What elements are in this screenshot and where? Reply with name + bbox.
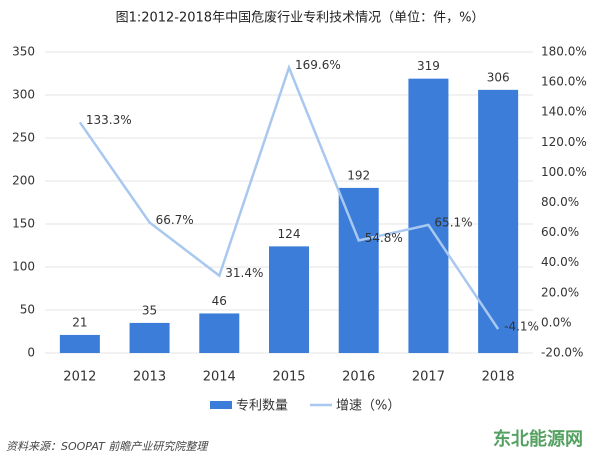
x-tick-label: 2015 (272, 370, 305, 385)
x-tick-label: 2018 (482, 370, 515, 385)
bar-label: 192 (347, 168, 370, 182)
y-tick-label: 300 (12, 88, 35, 102)
x-tick-label: 2012 (63, 370, 96, 385)
line (78, 64, 500, 330)
legend-swatch (210, 401, 232, 409)
x-tick-label: 2013 (133, 370, 166, 385)
y2-tick-label: 40.0% (541, 255, 579, 269)
y2-tick-label: 80.0% (541, 195, 579, 209)
bar (478, 89, 519, 353)
y2-tick-label: 120.0% (541, 135, 587, 149)
y-tick-label: 150 (12, 217, 35, 231)
bar-label: 124 (278, 227, 301, 241)
y2-tick-label: 180.0% (541, 45, 587, 59)
x-tick-label: 2016 (342, 370, 375, 385)
source: 资料来源：SOOPAT 前瞻产业研究院整理 (6, 440, 209, 453)
y-tick-label: 50 (20, 303, 35, 317)
chart-title: 图1:2012-2018年中国危废行业专利技术情况（单位：件，%） (116, 10, 485, 26)
y-tick-label: 350 (12, 45, 35, 59)
y2-tick-label: 160.0% (541, 75, 587, 89)
y-tick-label: 250 (12, 131, 35, 145)
line-label: 54.8% (365, 231, 403, 245)
x-tick-label: 2014 (203, 370, 236, 385)
line-label: 133.3% (86, 113, 132, 127)
line-label: -4.1% (504, 320, 539, 334)
line-label: 169.6% (295, 58, 341, 72)
y2-tick-label: 140.0% (541, 105, 587, 119)
watermark: 东北能源网 (493, 428, 583, 450)
y2-tick-label: 20.0% (541, 285, 579, 299)
y2-tick-label: 0.0% (541, 315, 572, 329)
bar (269, 246, 309, 353)
line-label: 65.1% (434, 215, 472, 229)
bar (199, 313, 240, 353)
bar-label: 306 (487, 70, 510, 84)
line-label: 66.7% (156, 213, 194, 227)
bar (408, 78, 449, 353)
y-tick-label: 200 (12, 174, 35, 188)
x-tick-label: 2017 (412, 370, 445, 385)
bar (59, 334, 100, 353)
bar-label: 319 (417, 59, 440, 73)
bar (129, 322, 170, 353)
y2-tick-label: 100.0% (541, 165, 587, 179)
bar-label: 46 (212, 294, 227, 308)
legend-label: 增速（%） (336, 399, 400, 414)
bar-label: 21 (72, 315, 87, 329)
bar (338, 187, 379, 353)
line-label: 31.4% (225, 266, 263, 280)
legend-label: 专利数量 (236, 399, 288, 414)
y-tick-label: 100 (12, 260, 35, 274)
y2-tick-label: 60.0% (541, 225, 579, 239)
y-tick-label: 0 (27, 346, 35, 360)
y2-tick-label: -20.0% (541, 346, 583, 360)
bar-label: 35 (142, 303, 157, 317)
